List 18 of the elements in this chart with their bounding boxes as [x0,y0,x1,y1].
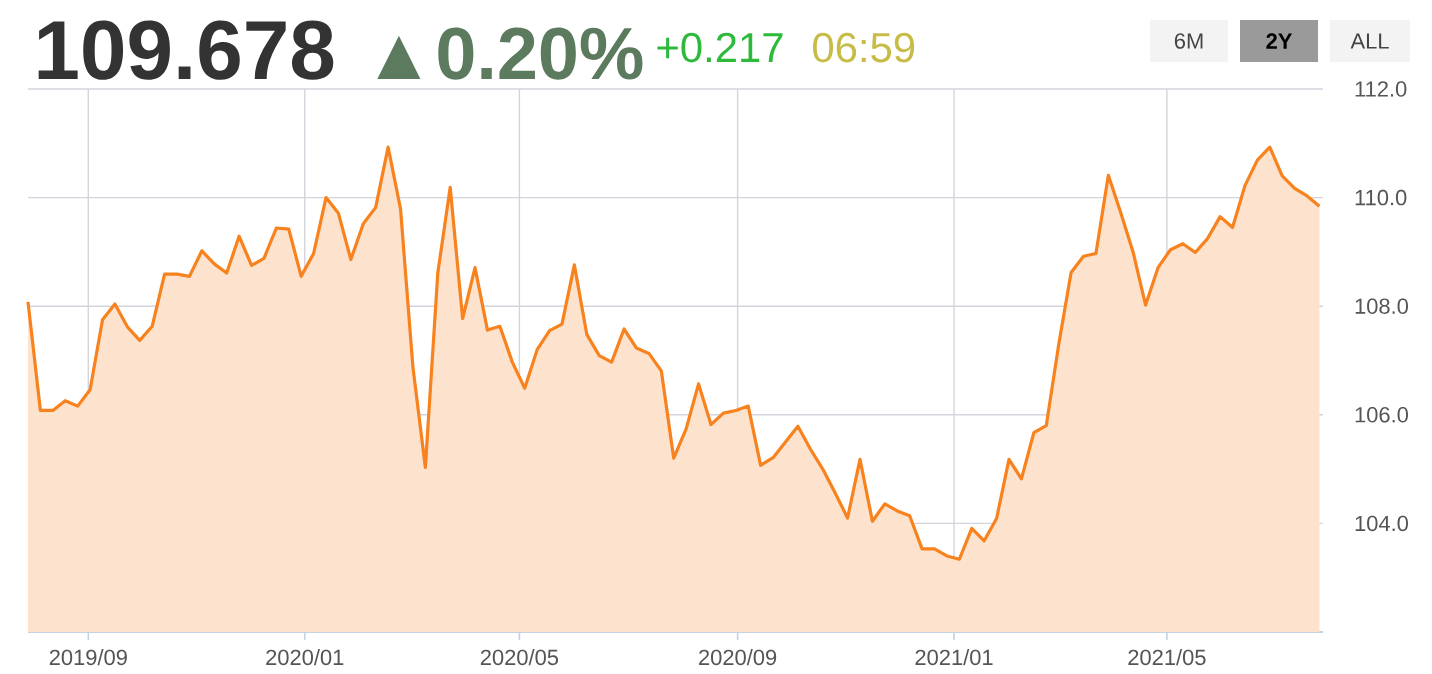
text: 6M [1174,33,1203,49]
y-tick-label: 108.0 [1355,298,1409,314]
y-tick-label: 106.0 [1355,407,1409,423]
x-tick-label: 2021/01 [915,649,993,666]
text: 06:59 [813,32,915,63]
y-tick-label: 110.0 [1355,189,1407,206]
text: +0.217 [657,32,783,63]
x-tick-label: 2020/05 [480,649,559,666]
x-tick-label: 2020/09 [699,649,777,666]
chart-title: 109.678 [38,20,334,80]
text: ALL [1350,33,1389,49]
text: ▲0.20% [377,27,643,80]
text: 2Y [1266,33,1293,49]
y-tick-label: 112.0 [1355,81,1407,97]
x-tick-label: 2021/05 [1128,649,1206,666]
x-tick-label: 2020/01 [266,649,344,666]
y-tick-label: 104.0 [1355,515,1409,532]
x-tick-label: 2019/09 [49,649,127,666]
